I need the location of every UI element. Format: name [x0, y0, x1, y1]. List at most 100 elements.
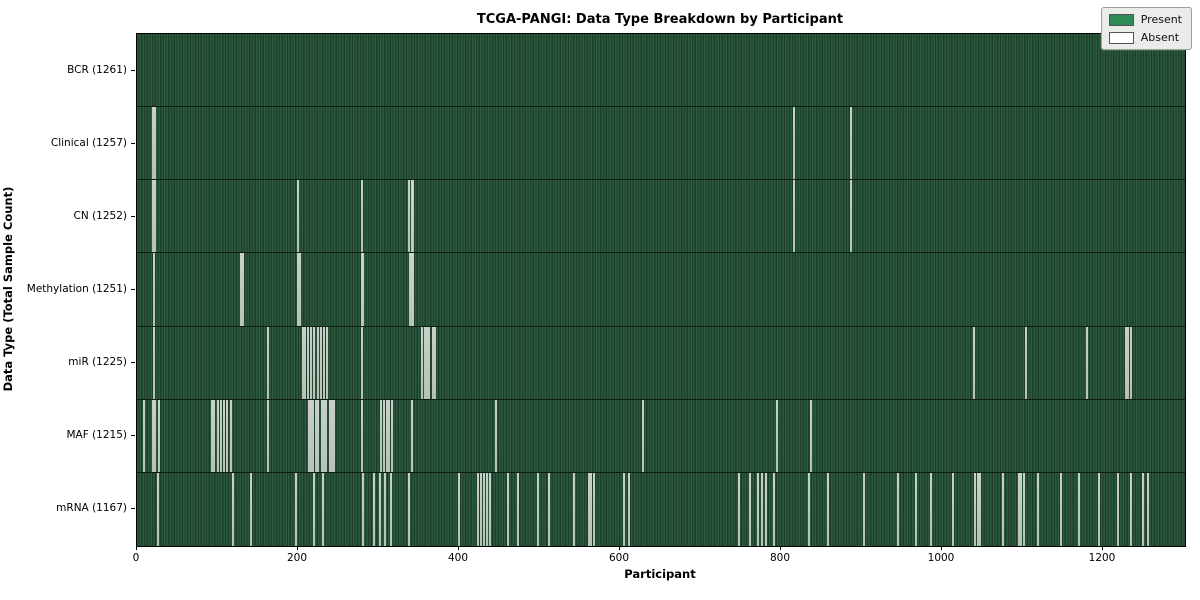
absent-stripe [360, 399, 363, 472]
absent-stripe [219, 399, 222, 472]
absent-stripe [142, 399, 145, 472]
absent-stripe [316, 326, 319, 399]
absent-stripe [317, 399, 320, 472]
ytick-label-mrna: mRNA (1167) [56, 502, 127, 515]
absent-stripe [153, 107, 156, 180]
absent-stripe [423, 326, 426, 399]
absent-stripe [434, 326, 437, 399]
absent-stripe [1002, 472, 1005, 546]
absent-stripe [1022, 472, 1025, 546]
absent-stripe [408, 180, 411, 253]
absent-stripe [425, 326, 428, 399]
xtick-label-0: 0 [132, 552, 140, 564]
absent-stripe [974, 472, 977, 546]
ytick-mark [131, 289, 135, 290]
absent-stripe [384, 472, 387, 546]
absent-stripe [951, 472, 954, 546]
absent-stripe [1086, 326, 1089, 399]
xtick-label-1000: 1000 [927, 552, 955, 564]
ytick-mark [131, 362, 135, 364]
absent-stripe [297, 180, 300, 253]
absent-stripe [306, 326, 309, 399]
absent-stripe [152, 180, 155, 253]
absent-stripe [408, 472, 411, 546]
absent-stripe [361, 472, 364, 546]
absent-stripe [421, 326, 424, 399]
xtick-mark [1102, 546, 1103, 550]
absent-stripe [320, 399, 323, 472]
absent-stripe [623, 472, 626, 546]
absent-stripe [310, 399, 313, 472]
absent-stripe [331, 399, 333, 472]
legend-item-absent: Absent [1108, 31, 1182, 44]
absent-stripe [226, 399, 229, 472]
absent-stripe [1078, 472, 1081, 546]
absent-stripe [241, 253, 244, 326]
absent-stripe [302, 326, 305, 399]
absent-stripe [385, 399, 388, 472]
absent-stripe [1098, 472, 1101, 546]
absent-stripe [412, 253, 415, 326]
absent-stripe [223, 399, 226, 472]
absent-stripe [1130, 472, 1133, 546]
ytick-label-maf: MAF (1215) [66, 429, 127, 442]
absent-stripe [152, 107, 155, 180]
absent-stripe [850, 107, 853, 180]
absent-stripe [896, 472, 899, 546]
absent-stripe [573, 472, 576, 546]
absent-stripe [267, 326, 270, 399]
absent-stripe [390, 399, 393, 472]
absent-stripe [325, 399, 328, 472]
chart-title: TCGA-PANGI: Data Type Breakdown by Parti… [476, 12, 844, 27]
absent-stripe [360, 253, 363, 326]
ytick-mark [131, 435, 135, 437]
absent-stripe [738, 472, 741, 546]
absent-stripe [294, 472, 297, 546]
absent-stripe [929, 472, 932, 546]
absent-stripe [1127, 326, 1130, 399]
xtick-label-200: 200 [286, 552, 308, 564]
absent-stripe [431, 326, 434, 399]
absent-stripe [1124, 326, 1127, 399]
ytick-mark [131, 508, 135, 510]
absent-stripe [1147, 472, 1150, 546]
absent-stripe [458, 472, 461, 546]
absent-stripe [313, 472, 316, 546]
absent-stripe [297, 253, 300, 326]
absent-stripe [412, 180, 415, 253]
xtick-mark [297, 546, 298, 550]
ytick-mark [131, 69, 135, 71]
absent-stripe [776, 399, 779, 472]
data-row-methylation [137, 253, 1185, 327]
absent-stripe [153, 326, 156, 399]
absent-stripe [1024, 326, 1027, 399]
xtick-label-400: 400 [447, 552, 469, 564]
x-axis-label: Participant [624, 567, 696, 581]
xtick-mark [780, 546, 781, 550]
absent-stripe [211, 399, 214, 472]
ytick-label-mir: miR (1225) [68, 356, 127, 369]
xtick-mark [941, 546, 942, 550]
absent-stripe [495, 399, 498, 472]
absent-stripe [826, 472, 829, 546]
absent-stripe [548, 472, 551, 546]
absent-stripe [1060, 472, 1063, 546]
ytick-label-methylation: Methylation (1251) [26, 283, 127, 295]
absent-stripe [410, 399, 413, 472]
absent-stripe [298, 253, 301, 326]
absent-stripe [312, 399, 315, 472]
xtick-label-600: 600 [608, 552, 630, 564]
xtick-label-1200: 1200 [1088, 552, 1116, 564]
absent-stripe [516, 472, 519, 546]
absent-stripe [409, 253, 412, 326]
absent-stripe [322, 326, 325, 399]
absent-stripe [1020, 472, 1023, 546]
absent-stripe [378, 472, 381, 546]
data-row-cn [137, 180, 1185, 254]
absent-stripe [793, 107, 796, 180]
plot-area [136, 33, 1186, 547]
legend-swatch-present-icon [1108, 13, 1134, 26]
absent-stripe [628, 472, 631, 546]
absent-stripe [1017, 472, 1020, 546]
xtick-mark [136, 546, 137, 550]
